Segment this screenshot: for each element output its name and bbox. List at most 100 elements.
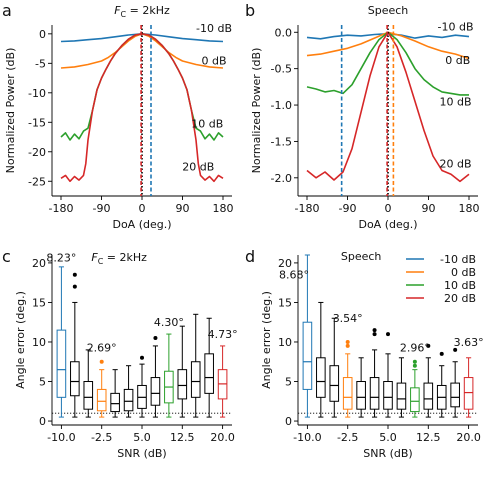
box--10 <box>56 266 67 418</box>
x-tick-label: 20.0 <box>210 431 235 444</box>
box-body <box>177 369 188 400</box>
y-tick-label: -20 <box>28 146 46 159</box>
box-10 <box>410 359 420 418</box>
x-tick-label: -10.0 <box>47 431 75 444</box>
outlier-point <box>140 355 144 360</box>
title-subscript: C <box>121 10 127 19</box>
panel-b: 0.0 -0.5 -1.0 -1.5 -2.0 -180 -90 0 90 180 -10 dB 0 … <box>250 4 480 231</box>
box-5 <box>383 332 393 418</box>
median-annotation: 8.68° <box>279 269 309 282</box>
box-17.5 <box>204 317 214 418</box>
panel-label-d: d <box>245 247 255 266</box>
y-tick-label: -0.5 <box>271 63 292 76</box>
box--5 <box>83 349 94 418</box>
series-annotation: 0 dB <box>445 54 470 67</box>
box-body <box>110 392 120 413</box>
title-rest: = 2kHz <box>103 251 147 264</box>
y-tick-label: 5 <box>39 376 46 389</box>
legend-label: 0 dB <box>451 266 476 279</box>
box-12.5 <box>177 325 188 418</box>
legend-label: 10 dB <box>444 279 476 292</box>
y-tick-label: 5 <box>285 376 292 389</box>
box-body <box>329 365 340 402</box>
outlier-point <box>72 272 77 277</box>
y-tick-label: -5 <box>35 57 46 70</box>
outlier-point <box>412 359 417 364</box>
outlier-point <box>345 339 350 344</box>
x-tick-label: 90 <box>422 202 436 215</box>
chart-title: FC = 2kHz <box>114 4 170 19</box>
y-tick-label: 0.0 <box>275 26 293 39</box>
x-tick-label: 180 <box>213 202 234 215</box>
box-0 <box>110 369 120 418</box>
outlier-point <box>153 336 158 341</box>
x-tick-label: -90 <box>339 202 357 215</box>
x-tick-label: -2.5 <box>337 431 358 444</box>
x-tick-label: -90 <box>93 202 111 215</box>
outlier-point <box>453 347 458 352</box>
median-annotation: 8.23° <box>46 251 76 264</box>
series-annotation: 20 dB <box>439 157 471 170</box>
y-axis-label: Angle error (deg.) <box>14 291 27 389</box>
chart-title: FC = 2kHz <box>91 251 147 266</box>
box-2.5 <box>369 328 380 418</box>
median-annotation: 2.69° <box>87 341 117 354</box>
box-body <box>123 388 134 412</box>
box-12.5 <box>423 343 434 418</box>
median-annotation: 2.96° <box>400 341 430 354</box>
x-tick-label: 180 <box>459 202 480 215</box>
y-tick-label: -2.0 <box>271 172 292 185</box>
x-tick-label: -10.0 <box>293 431 321 444</box>
outlier-point <box>99 359 104 364</box>
box-body <box>150 377 161 406</box>
median-annotation: 3.54° <box>333 312 363 325</box>
box--2.5 <box>342 339 353 418</box>
box-body <box>356 381 366 410</box>
y-tick-label: 20 <box>32 257 46 270</box>
box-15 <box>190 313 201 418</box>
box-body <box>342 377 353 410</box>
y-axis-label: Angle error (deg.) <box>260 291 273 389</box>
box-body <box>70 361 80 397</box>
box-2.5 <box>123 365 134 418</box>
legend-label: -10 dB <box>440 253 476 266</box>
x-tick-label: 5.0 <box>379 431 397 444</box>
median-annotation: 4.30° <box>154 316 184 329</box>
box-body <box>83 381 94 410</box>
box-body <box>96 388 107 412</box>
y-tick-label: -10 <box>28 87 46 100</box>
box-body <box>450 382 460 408</box>
series-annotation: 0 dB <box>201 54 226 67</box>
box--2.5 <box>96 359 107 418</box>
series-annotation: -10 dB <box>438 20 474 33</box>
box-body <box>316 357 326 398</box>
box--7.5 <box>316 301 326 418</box>
y-tick-label: -25 <box>28 175 46 188</box>
outlier-point <box>372 328 377 333</box>
x-tick-label: 5.0 <box>133 431 151 444</box>
panel-label-c: c <box>2 247 11 266</box>
box-body <box>56 329 67 398</box>
series-annotation: 10 dB <box>191 117 223 130</box>
box-body <box>369 377 380 410</box>
median-annotation: 4.73° <box>208 328 238 341</box>
box-0 <box>356 357 366 418</box>
box-7.5 <box>396 357 407 418</box>
panel-a: 0 -5 -10 -15 -20 -25 -180 -90 0 90 180 -10 dB 0 dB 10… <box>4 4 234 231</box>
x-axis-label: SNR (dB) <box>363 447 412 460</box>
box-body <box>463 377 474 410</box>
chart-title: Speech <box>341 250 382 263</box>
x-tick-label: 12.5 <box>170 431 195 444</box>
box--10 <box>302 254 313 418</box>
outlier-point <box>426 343 431 348</box>
chart-title: Speech <box>368 4 409 17</box>
y-tick-label: 15 <box>32 296 46 309</box>
y-tick-label: 0 <box>39 415 46 428</box>
series-annotation: 20 dB <box>182 161 214 174</box>
y-axis-label: Normalized Power (dB) <box>4 48 17 174</box>
outlier-point <box>372 332 377 337</box>
box-7.5 <box>150 336 161 418</box>
outlier-point <box>412 363 417 368</box>
panel-label-a: a <box>2 1 12 20</box>
